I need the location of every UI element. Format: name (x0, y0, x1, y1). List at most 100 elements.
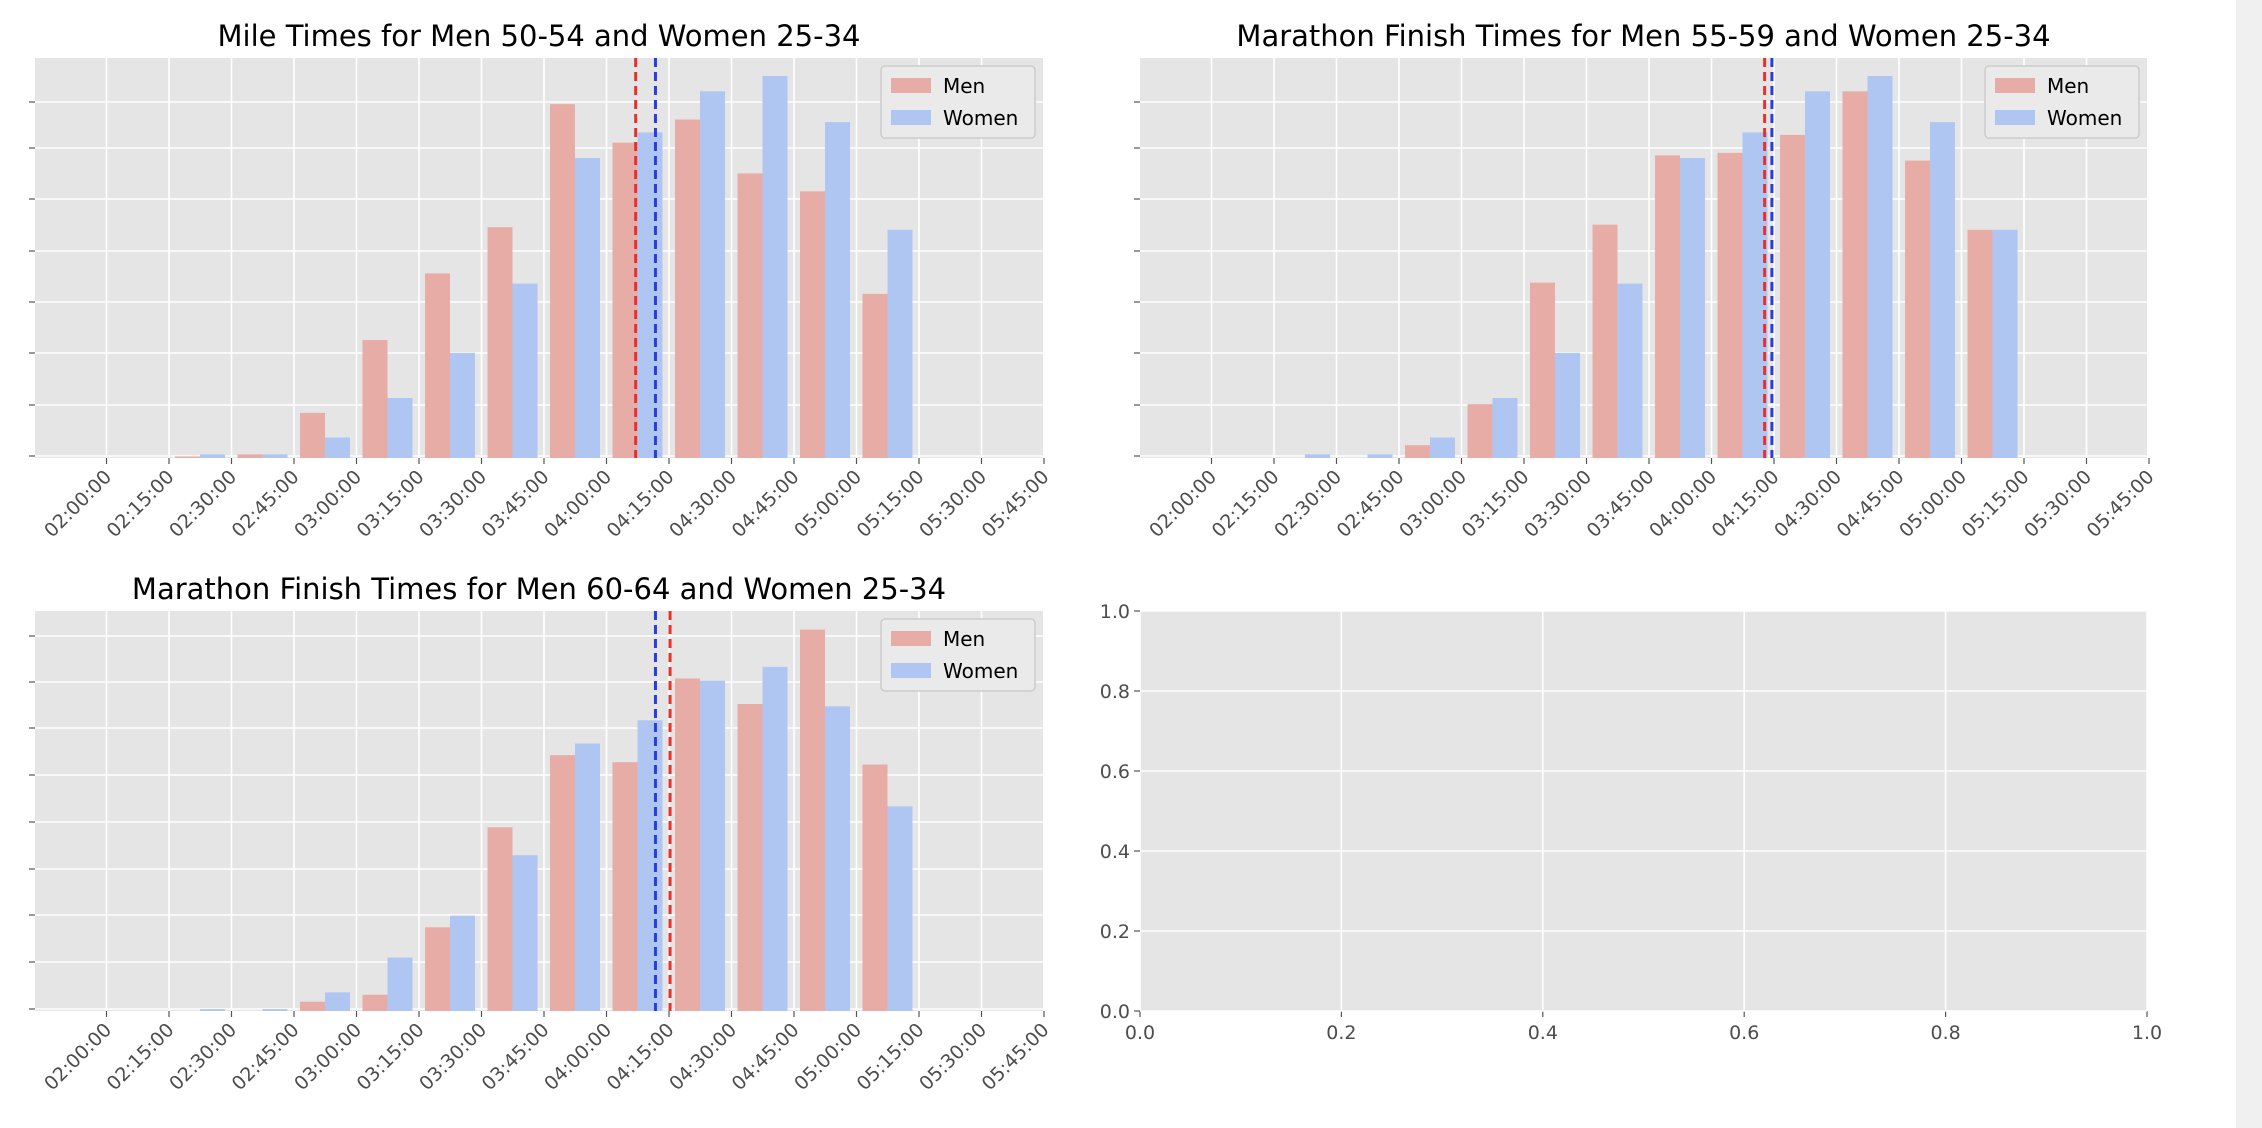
legend-label-women: Women (943, 106, 1018, 130)
x-tick-label: 0.0 (1125, 1022, 1155, 1044)
x-tick-label: 04:45:00 (1833, 466, 1909, 542)
bar-men (550, 104, 575, 459)
x-tick-label: 03:00:00 (290, 1019, 366, 1095)
bar-women (637, 132, 663, 458)
x-tick-label: 05:45:00 (978, 466, 1054, 542)
bar-women (262, 454, 288, 458)
window-edge (2236, 0, 2262, 1128)
bar-women (762, 75, 788, 458)
legend-swatch-men (891, 631, 931, 646)
bar-women (575, 743, 600, 1011)
x-tick-label: 05:15:00 (853, 1019, 929, 1095)
bar-women (1305, 454, 1330, 458)
legend-swatch-women (891, 110, 931, 125)
bar-women (325, 992, 350, 1011)
bar-men (487, 827, 513, 1011)
bar-women (387, 957, 413, 1011)
subplot-empty-axes: 0.0 0.2 0.4 0.6 0.8 1.0 0.0 0.2 0.4 0.6 0.8 1.0 (1100, 601, 2162, 1044)
x-tick-label: 04:15:00 (1708, 466, 1784, 542)
bar-men (175, 456, 200, 458)
bar-women (1367, 454, 1393, 458)
subplot-mile-men-50-54: 02:00:0002:15:0002:30:0002:45:0003:00:00… (29, 19, 1054, 542)
bar-women (512, 283, 538, 458)
legend-label-women: Women (2047, 106, 2122, 130)
legend-label-men: Men (943, 74, 985, 98)
x-tick-label: 02:00:00 (40, 466, 116, 542)
x-tick-label: 05:30:00 (2020, 466, 2096, 542)
x-tick-label: 04:45:00 (728, 466, 804, 542)
x-tick-label: 02:15:00 (103, 1019, 179, 1095)
x-tick-label: 05:30:00 (915, 1019, 991, 1095)
x-tick-label: 02:30:00 (165, 1019, 241, 1095)
bar-men (1405, 445, 1430, 458)
legend-swatch-women (1995, 110, 2035, 125)
x-tick-label: 0.4 (1528, 1022, 1558, 1044)
x-tick-label: 03:15:00 (353, 1019, 429, 1095)
x-tick-label: 02:45:00 (228, 466, 304, 542)
x-tick-label: 04:00:00 (540, 1019, 616, 1095)
bar-women (1430, 437, 1455, 458)
x-tick-label: 02:30:00 (1270, 466, 1346, 542)
bar-women (1867, 75, 1893, 458)
bar-men (300, 412, 325, 458)
bar-women (637, 720, 663, 1011)
legend-label-women: Women (943, 659, 1018, 683)
x-tick-label: 05:15:00 (1958, 466, 2034, 542)
bar-women (1930, 122, 1955, 458)
x-tick-label: 03:45:00 (478, 1019, 554, 1095)
bar-women (575, 158, 600, 458)
bar-men (487, 227, 513, 458)
y-tick-label: 1.0 (1100, 601, 1130, 623)
bar-women (887, 229, 913, 458)
bar-men (800, 629, 825, 1011)
bar-men (862, 764, 888, 1011)
chart-title: Marathon Finish Times for Men 60-64 and … (132, 572, 946, 606)
bar-men (737, 704, 763, 1011)
y-tick-label: 0.6 (1100, 761, 1130, 783)
legend-label-men: Men (2047, 74, 2089, 98)
bar-men (1905, 160, 1930, 459)
x-tick-label: 0.8 (1930, 1022, 1960, 1044)
x-tick-label: 05:15:00 (853, 466, 929, 542)
x-tick-label: 03:30:00 (415, 466, 491, 542)
y-tick-label: 0.2 (1100, 921, 1130, 943)
bar-men (675, 678, 700, 1011)
x-tick-label: 0.2 (1326, 1022, 1356, 1044)
x-tick-label: 03:00:00 (290, 466, 366, 542)
x-tick-label: 1.0 (2132, 1022, 2162, 1044)
bar-men (800, 191, 825, 459)
x-tick-label: 04:15:00 (603, 1019, 679, 1095)
x-tick-label: 03:45:00 (478, 466, 554, 542)
legend-swatch-women (891, 663, 931, 678)
x-tick-label: 05:00:00 (790, 466, 866, 542)
bar-men (675, 119, 700, 459)
bar-women (1680, 158, 1705, 458)
x-tick-label: 02:30:00 (165, 466, 241, 542)
y-tick-label: 0.8 (1100, 681, 1130, 703)
subplot-marathon-men-55-59: 02:00:0002:15:0002:30:0002:45:0003:00:00… (1134, 19, 2159, 542)
bar-men (362, 340, 388, 458)
x-tick-label: 0.6 (1729, 1022, 1759, 1044)
bar-men (1592, 224, 1618, 458)
bar-men (1717, 152, 1743, 458)
bar-women (1992, 229, 2018, 458)
bar-women (387, 398, 413, 458)
bar-women (762, 666, 788, 1011)
x-tick-label: 03:15:00 (1458, 466, 1534, 542)
bar-women (325, 437, 350, 458)
bar-women (1555, 352, 1580, 458)
bar-women (1805, 91, 1830, 458)
bar-women (450, 915, 475, 1011)
y-tick-label: 0.4 (1100, 841, 1130, 863)
bar-men (1842, 91, 1868, 458)
bar-men (612, 762, 638, 1011)
bar-women (825, 122, 850, 458)
bar-men (550, 755, 575, 1011)
x-tick-label: 04:00:00 (540, 466, 616, 542)
x-tick-label: 02:45:00 (228, 1019, 304, 1095)
x-tick-label: 05:00:00 (790, 1019, 866, 1095)
legend-label-men: Men (943, 627, 985, 651)
legend-swatch-men (1995, 78, 2035, 93)
x-tick-label: 05:45:00 (978, 1019, 1054, 1095)
